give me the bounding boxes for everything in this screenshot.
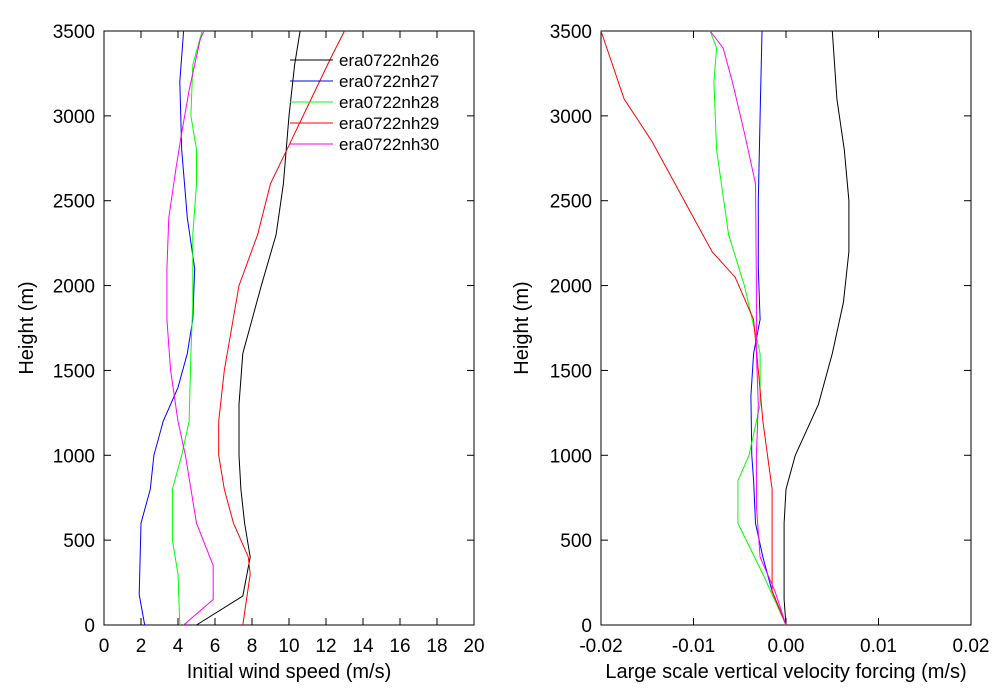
x-tick-label: 2: [136, 636, 147, 657]
x-tick-label: 0.00: [768, 636, 805, 657]
x-tick-label: 4: [173, 636, 184, 657]
series-line-era0722nh27: [138, 30, 196, 626]
x-tick-label: 6: [210, 636, 221, 657]
x-tick-label: -0.01: [672, 636, 715, 657]
y-tick-label: 2000: [53, 277, 95, 298]
x-tick-label: 16: [389, 636, 410, 657]
legend-entry-era0722nh29: era0722nh29: [339, 114, 439, 133]
x-tick-label: 8: [247, 636, 258, 657]
y-tick-label: 3500: [53, 22, 95, 43]
y-tick-label: 2500: [550, 192, 592, 213]
legend-entry-era0722nh27: era0722nh27: [339, 72, 439, 91]
x-axis-label: Large scale vertical velocity forcing (m…: [605, 661, 966, 683]
y-tick-label: 1500: [550, 361, 592, 382]
y-tick-label: 1000: [53, 446, 95, 467]
y-axis-label: Height (m): [511, 281, 533, 374]
y-tick-label: 3500: [550, 22, 592, 43]
series-line-era0722nh26: [196, 30, 301, 626]
legend-entry-era0722nh30: era0722nh30: [339, 135, 439, 154]
series-line-era0722nh30: [166, 30, 214, 626]
y-tick-label: 1500: [53, 361, 95, 382]
legend-entry-era0722nh28: era0722nh28: [339, 93, 439, 112]
y-tick-label: 0: [581, 616, 592, 637]
x-tick-label: -0.02: [579, 636, 622, 657]
y-axis-label: Height (m): [16, 281, 38, 374]
legend-entry-era0722nh26: era0722nh26: [339, 51, 439, 70]
x-tick-label: 0: [99, 636, 110, 657]
x-tick-label: 18: [426, 636, 447, 657]
series-line-era0722nh27: [750, 30, 787, 626]
x-tick-label: 14: [352, 636, 374, 657]
y-tick-label: 3000: [53, 107, 95, 128]
x-tick-label: 20: [463, 636, 484, 657]
plot-frame: [600, 30, 972, 626]
y-tick-label: 500: [63, 531, 95, 552]
y-tick-label: 2500: [53, 192, 95, 213]
x-tick-label: 0.02: [953, 636, 990, 657]
x-tick-label: 0.01: [860, 636, 897, 657]
x-tick-label: 10: [278, 636, 299, 657]
y-tick-label: 500: [560, 531, 592, 552]
x-tick-label: 12: [315, 636, 336, 657]
y-tick-label: 1000: [550, 446, 592, 467]
y-tick-label: 2000: [550, 277, 592, 298]
series-line-era0722nh26: [783, 30, 850, 626]
y-tick-label: 0: [84, 616, 95, 637]
y-tick-label: 3000: [550, 107, 592, 128]
wind-speed-chart: 0 2 4 6 8 10 12 14 16 18 20 0 500 1000 1500 2000 2500 300…: [16, 22, 485, 683]
vertical-velocity-chart: -0.02 -0.01 0.00 0.01 0.02 0 500 1000 1500 2000 25…: [511, 22, 989, 683]
series-line-era0722nh28: [709, 30, 787, 626]
series-line-era0722nh28: [171, 30, 203, 626]
x-axis-label: Initial wind speed (m/s): [187, 661, 392, 683]
series-line-era0722nh29: [218, 30, 345, 626]
series-line-era0722nh30: [709, 30, 787, 626]
